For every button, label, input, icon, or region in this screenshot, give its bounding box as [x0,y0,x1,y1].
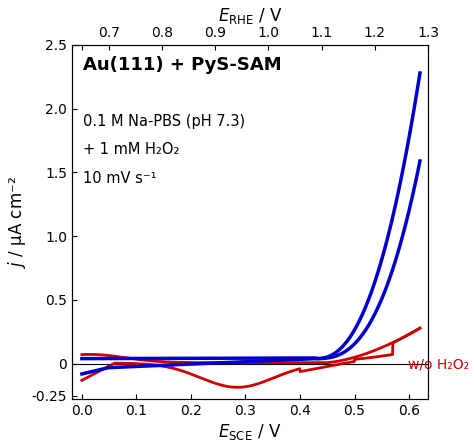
Text: w/o H₂O₂: w/o H₂O₂ [408,357,469,371]
Text: + 1 mM H₂O₂: + 1 mM H₂O₂ [83,142,179,157]
Y-axis label: $j$ / μA cm⁻²: $j$ / μA cm⁻² [6,177,27,268]
Text: Au(111) + PyS-SAM: Au(111) + PyS-SAM [83,56,282,73]
X-axis label: $E_{\mathrm{RHE}}$ / V: $E_{\mathrm{RHE}}$ / V [218,5,283,26]
X-axis label: $E_{\mathrm{SCE}}$ / V: $E_{\mathrm{SCE}}$ / V [219,422,282,443]
Text: 0.1 M Na-PBS (pH 7.3): 0.1 M Na-PBS (pH 7.3) [83,114,245,129]
Text: 10 mV s⁻¹: 10 mV s⁻¹ [83,171,156,186]
